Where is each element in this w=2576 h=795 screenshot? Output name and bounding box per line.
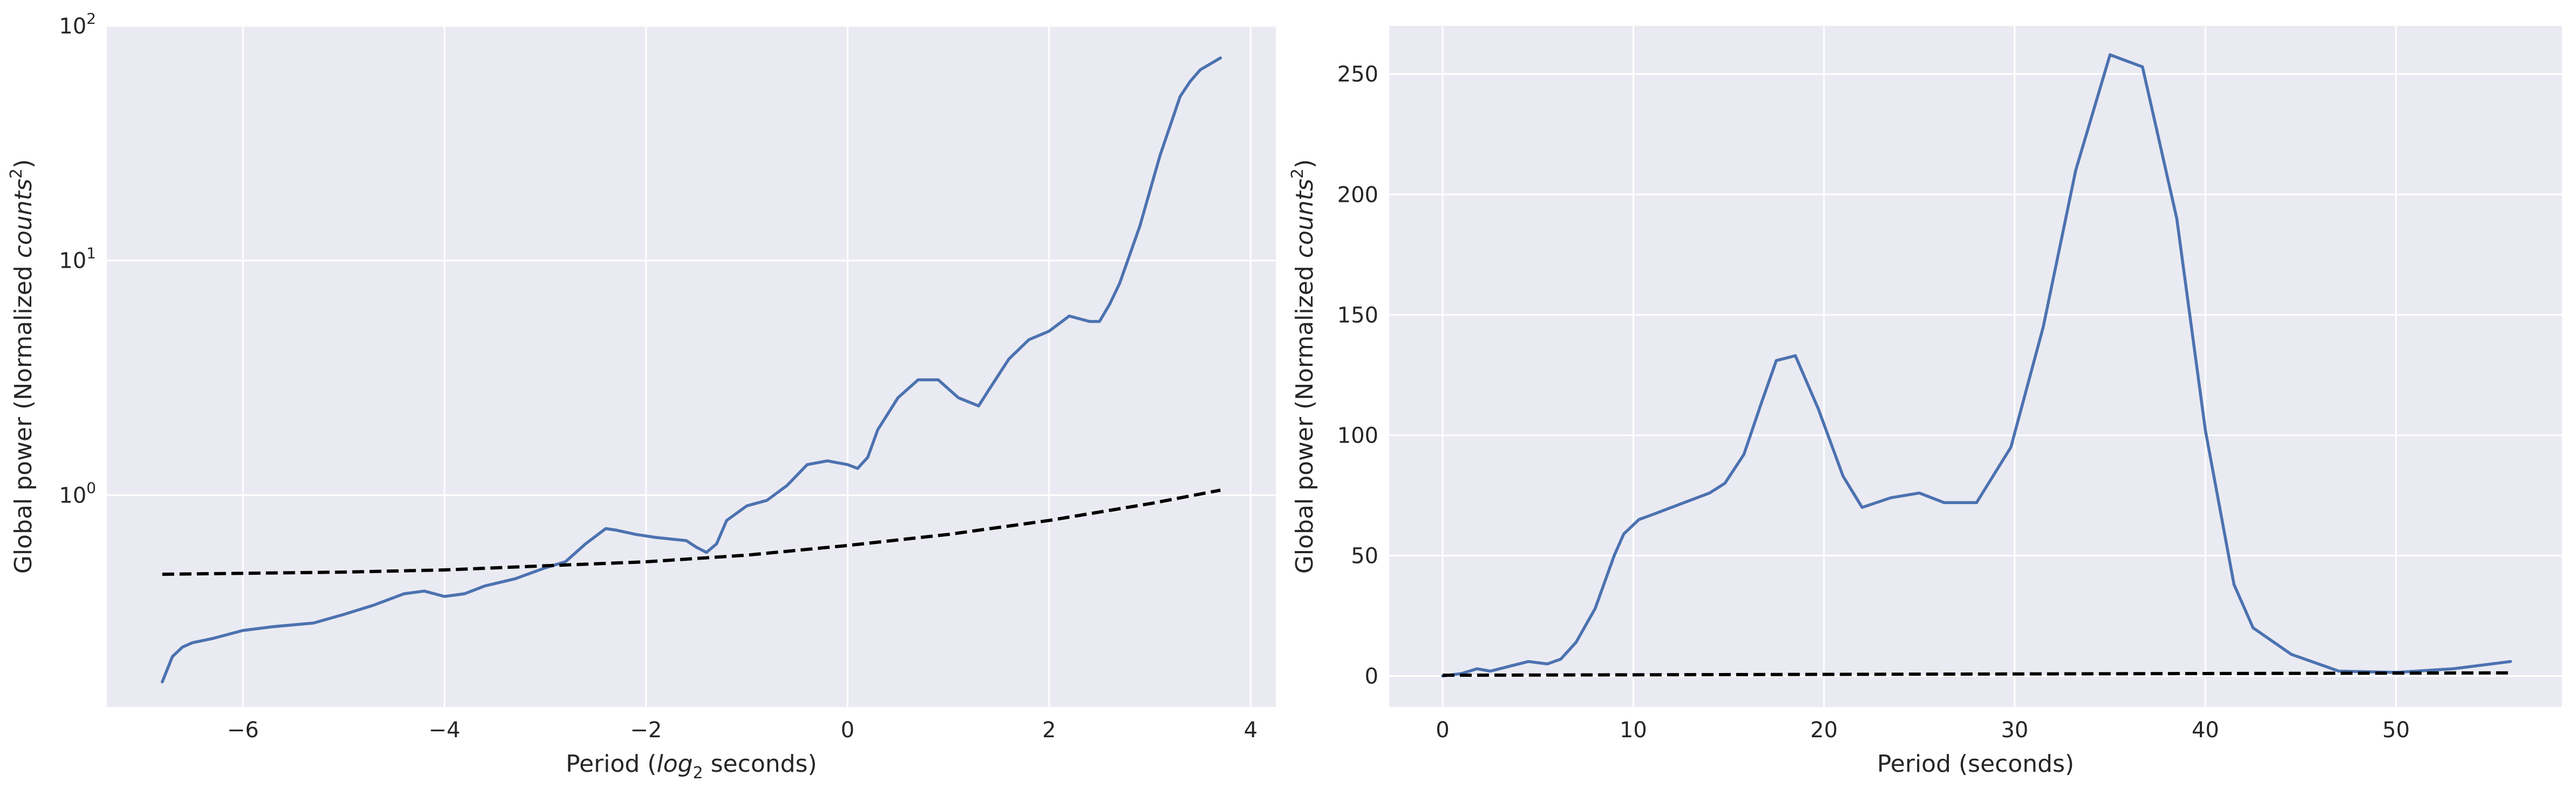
plot-area <box>1389 26 2562 707</box>
x-axis-label: Period (log2 seconds) <box>566 750 817 783</box>
x-tick-label: 10 <box>1620 718 1647 743</box>
x-tick-label: 30 <box>2001 718 2028 743</box>
plot-area <box>107 26 1276 707</box>
y-tick-label: 50 <box>1351 543 1378 568</box>
x-tick-label: 2 <box>1042 718 1056 743</box>
power-line <box>160 56 1222 684</box>
y-tick-label: 150 <box>1337 303 1378 328</box>
y-axis-label: Global power (Normalized counts2) <box>7 159 37 574</box>
x-tick-label: −2 <box>630 718 662 743</box>
x-tick-label: −6 <box>227 718 259 743</box>
reference-line <box>1442 671 2511 677</box>
x-tick-label: −4 <box>429 718 460 743</box>
y-tick-label: 100 <box>59 479 96 508</box>
x-tick-label: 40 <box>2192 718 2219 743</box>
chart-right: 0 10 20 30 40 50 0 50 100 150 200 250 Period (second… <box>1288 26 2562 778</box>
x-tick-label: 4 <box>1244 718 1258 743</box>
y-tick-label: 101 <box>59 244 96 274</box>
x-tick-label: 0 <box>841 718 854 743</box>
y-tick-label: 250 <box>1337 62 1378 87</box>
y-axis-label: Global power (Normalized counts2) <box>1288 159 1318 574</box>
power-line <box>1441 53 2512 678</box>
x-tick-label: 0 <box>1436 718 1449 743</box>
reference-line <box>162 488 1221 576</box>
x-tick-label: 50 <box>2382 718 2410 743</box>
x-axis-label: Period (seconds) <box>1877 750 2074 778</box>
y-tick-label: 100 <box>1337 423 1378 448</box>
y-tick-label: 102 <box>59 10 96 39</box>
y-tick-label: 200 <box>1337 182 1378 207</box>
x-tick-label: 20 <box>1810 718 1838 743</box>
y-tick-label: 0 <box>1365 664 1378 689</box>
chart-left: −6 −4 −2 0 2 4 100 101 102 Period (log2 seconds) G… <box>7 10 1276 783</box>
